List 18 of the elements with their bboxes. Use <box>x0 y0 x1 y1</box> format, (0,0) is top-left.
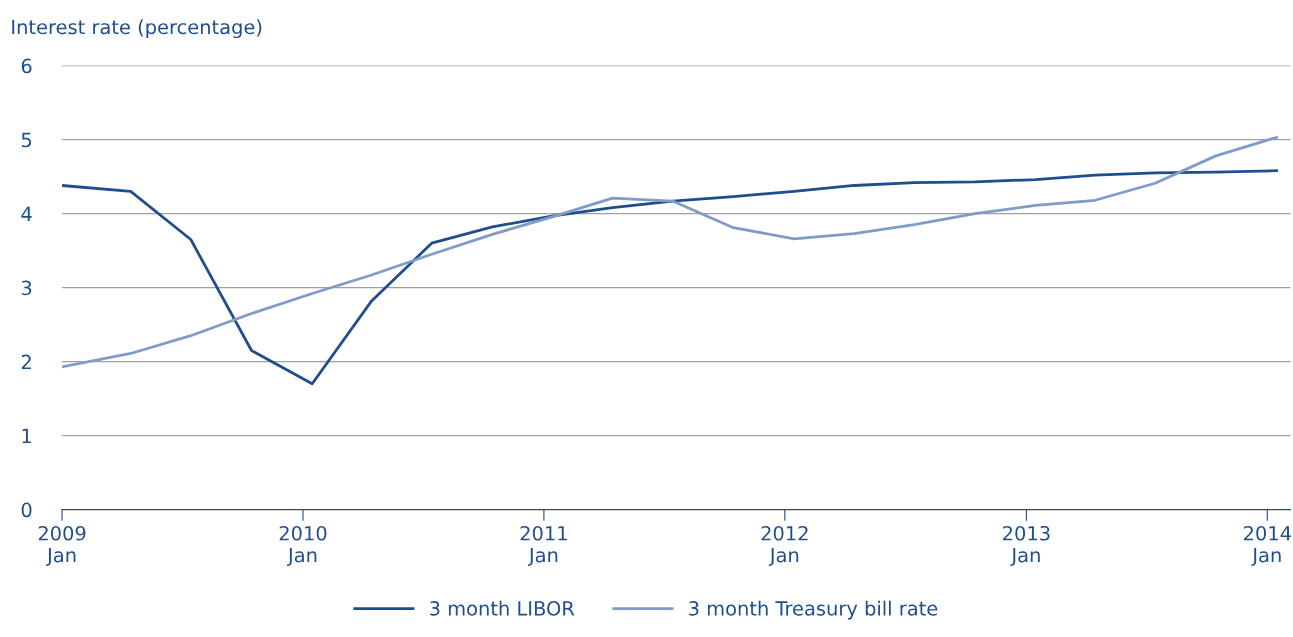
line-series <box>62 136 1278 369</box>
legend-label: 3 month LIBOR <box>430 600 575 616</box>
x-tick-label: 2013 Jan <box>1003 525 1050 567</box>
y-axis-title: Interest rate (percentage) <box>12 19 262 39</box>
y-tick-label: 4 <box>21 206 32 221</box>
x-tick-label: 2011 Jan <box>520 525 567 567</box>
y-tick-label: 0 <box>21 502 32 518</box>
y-tick-label: 2 <box>21 354 31 369</box>
x-tick-label: 2010 Jan <box>279 525 327 567</box>
y-tick-label: 3 <box>21 280 32 296</box>
x-tick-label: 2009 Jan <box>38 525 86 567</box>
legend-label: 3 month Treasury bill rate <box>689 600 938 620</box>
x-tick-label: 2014 Jan <box>1243 525 1291 567</box>
x-tick-label: 2012 Jan <box>761 525 808 567</box>
y-tick-label: 5 <box>21 132 32 148</box>
y-tick-label: 1 <box>22 428 31 443</box>
y-tick-label: 6 <box>21 58 32 74</box>
line-series <box>62 169 1278 386</box>
